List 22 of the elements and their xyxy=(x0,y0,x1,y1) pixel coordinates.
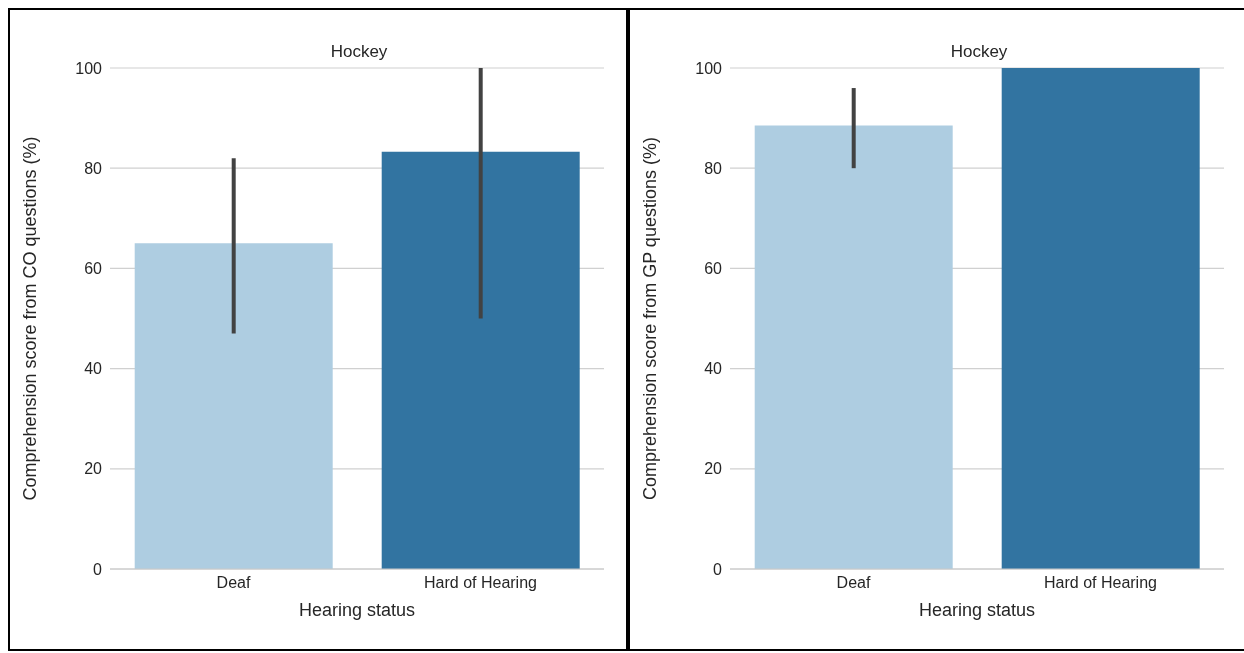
x-tick-label: Deaf xyxy=(836,574,871,592)
y-tick-label: 60 xyxy=(704,260,723,278)
y-tick-label: 0 xyxy=(93,560,103,578)
y-tick-label: 40 xyxy=(84,360,103,378)
x-tick-label: Deaf xyxy=(216,574,251,592)
chart-title: Hockey xyxy=(949,42,1009,62)
x-tick-label: Hard of Hearing xyxy=(424,574,537,592)
chart-title: Hockey xyxy=(329,42,389,62)
y-tick-label: 100 xyxy=(75,59,103,77)
y-tick-label: 0 xyxy=(713,560,723,578)
y-tick-label: 100 xyxy=(695,59,723,77)
x-tick-label: Hard of Hearing xyxy=(1044,574,1157,592)
y-tick-label: 80 xyxy=(704,159,723,177)
y-tick-label: 20 xyxy=(84,460,103,478)
x-axis-title: Hearing status xyxy=(298,599,416,620)
y-tick-label: 40 xyxy=(704,360,723,378)
y-tick-label: 20 xyxy=(704,460,723,478)
y-tick-label: 60 xyxy=(84,260,103,278)
y-tick-label: 80 xyxy=(84,159,103,177)
x-axis-title: Hearing status xyxy=(918,599,1036,620)
y-axis-title: Comprehension score from GP questions (%) xyxy=(640,137,661,500)
y-axis-title: Comprehension score from CO questions (%) xyxy=(20,136,41,501)
